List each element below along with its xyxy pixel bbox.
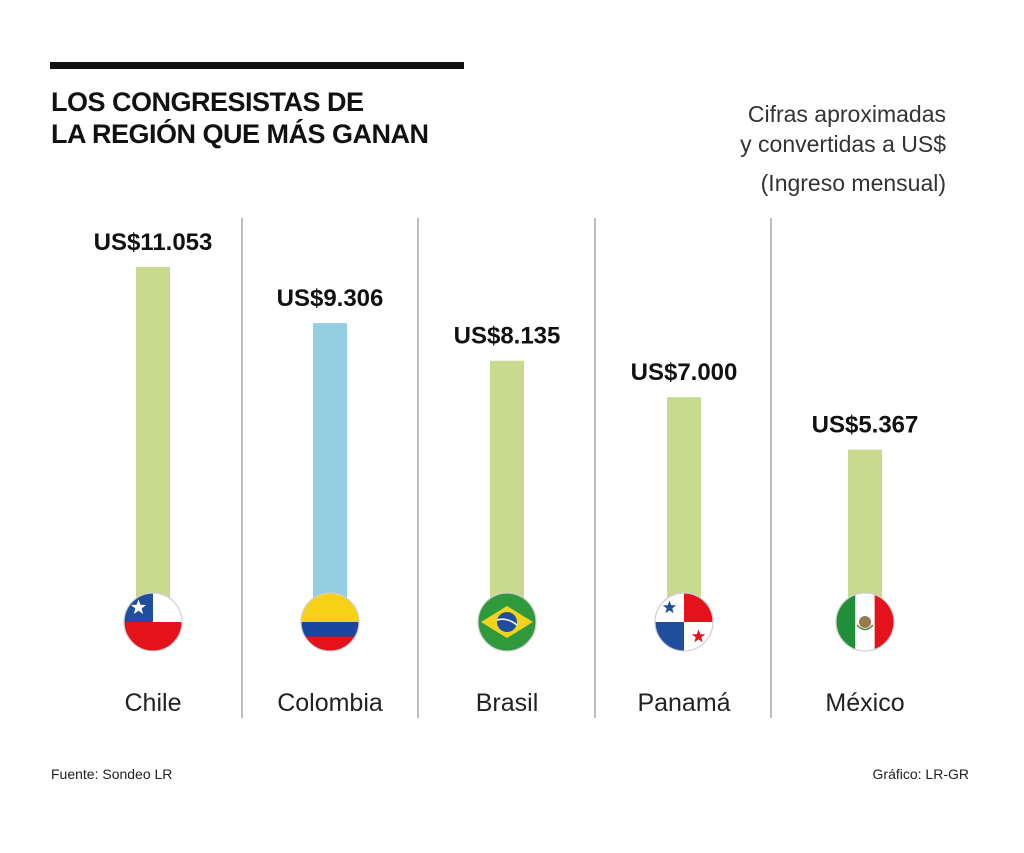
mexico-flag-icon: [836, 593, 894, 651]
source-note: Fuente: Sondeo LR: [51, 766, 173, 782]
chart-title-line-2: LA REGIÓN QUE MÁS GANAN: [51, 119, 429, 149]
value-label: US$9.306: [277, 285, 384, 312]
bar-1: [313, 323, 347, 622]
brazil-flag-icon: [478, 593, 536, 651]
flag-rim: [123, 592, 183, 652]
bar-0: [136, 267, 170, 622]
flag-rim: [477, 592, 537, 652]
title-rule: [50, 62, 464, 69]
flag-rim: [654, 592, 714, 652]
value-label: US$7.000: [631, 359, 738, 386]
subtitle-line-1: Cifras aproximadas: [747, 101, 946, 127]
value-label: US$8.135: [454, 323, 561, 350]
value-label: US$5.367: [812, 412, 919, 439]
bar-3: [667, 397, 701, 622]
chart-unit-note: (Ingreso mensual): [760, 170, 946, 196]
flag-rim: [300, 592, 360, 652]
category-label: Colombia: [277, 689, 383, 717]
credit-note: Gráfico: LR-GR: [872, 766, 969, 782]
category-label: Panamá: [637, 689, 730, 717]
chart-title-line-1: LOS CONGRESISTAS DE: [51, 87, 364, 117]
chart-subtitle: Cifras aproximadas y convertidas a US$: [740, 99, 946, 159]
bar-2: [490, 360, 524, 622]
value-label: US$11.053: [94, 229, 213, 256]
subtitle-line-2: y convertidas a US$: [740, 131, 946, 157]
panama-flag-icon: [655, 593, 713, 651]
category-label: Chile: [125, 689, 182, 717]
flag-rim: [835, 592, 895, 652]
category-label: Brasil: [476, 689, 539, 717]
chart-title: LOS CONGRESISTAS DE LA REGIÓN QUE MÁS GA…: [51, 86, 429, 150]
category-label: México: [825, 689, 904, 717]
